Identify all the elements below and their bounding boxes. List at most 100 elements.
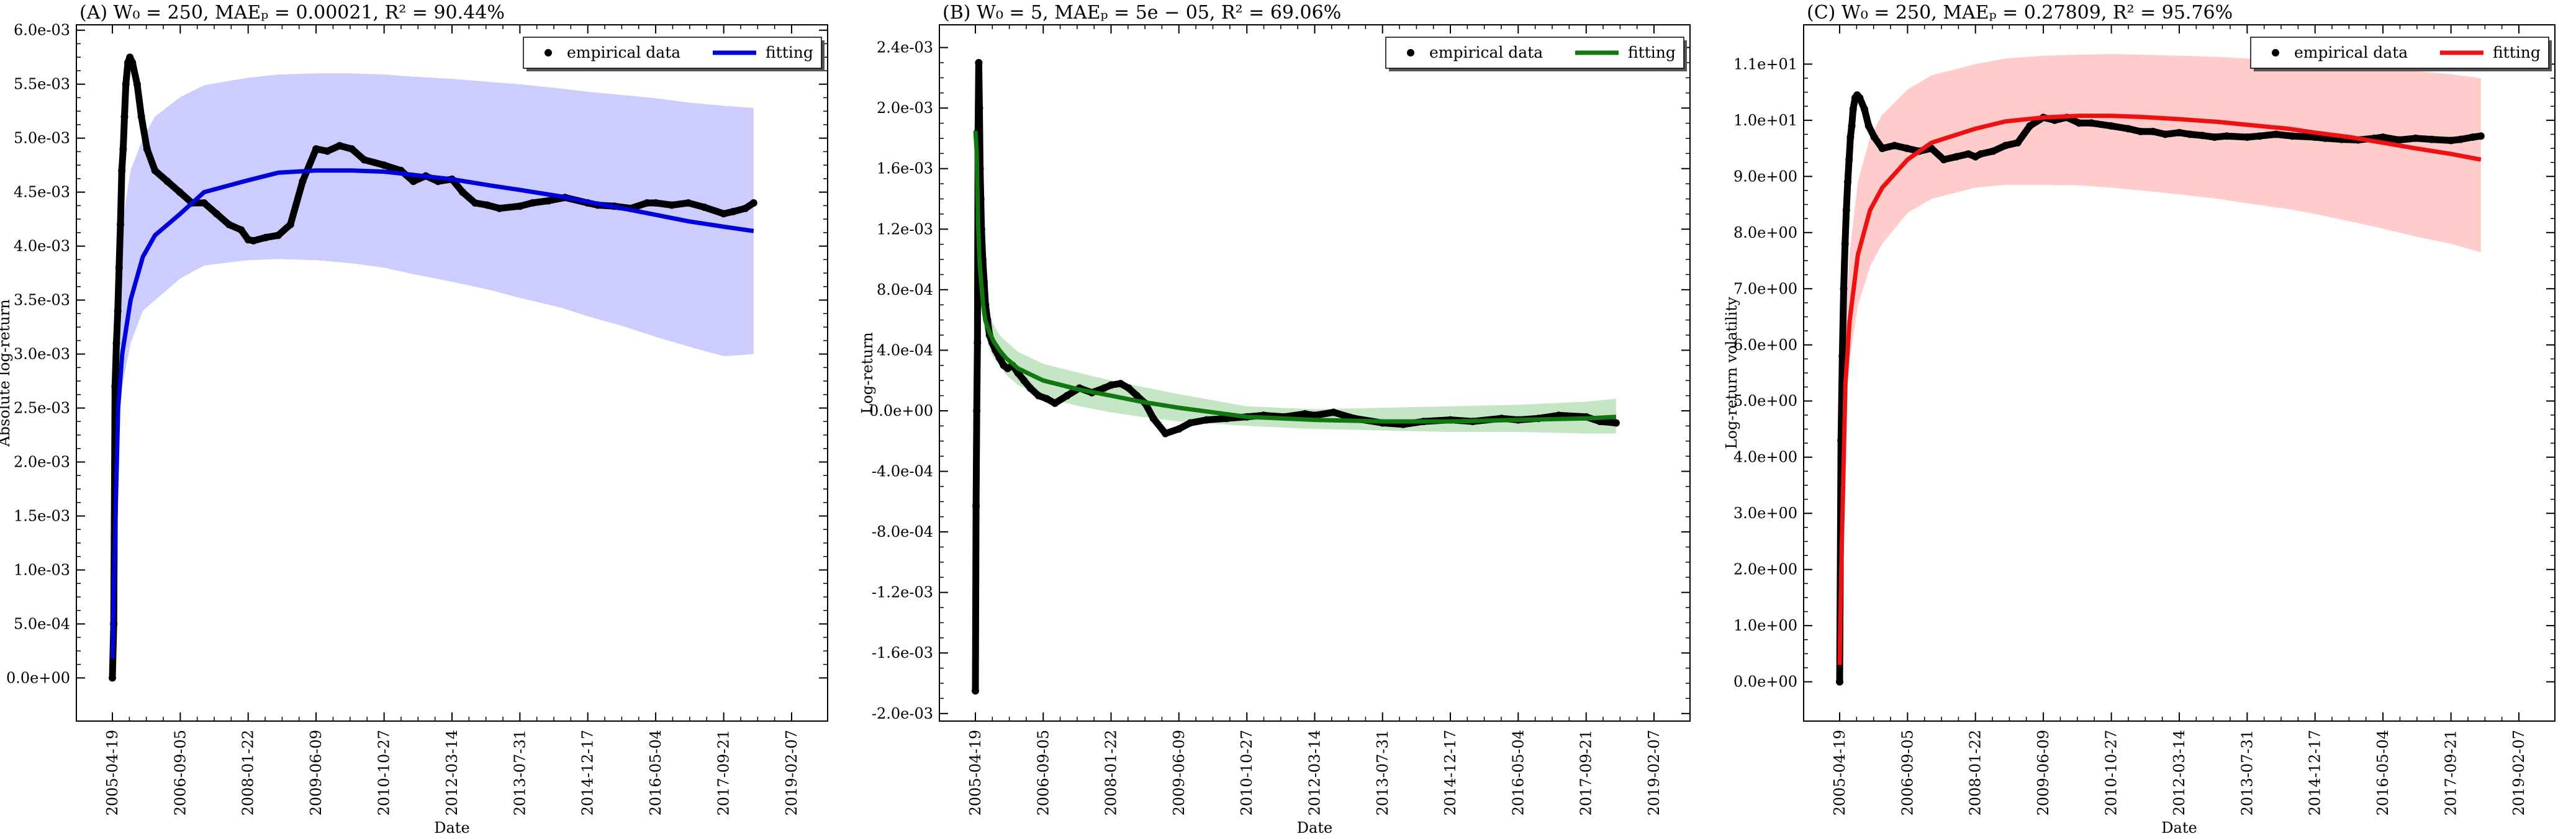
y-tick-label: 5.0e-04: [14, 615, 70, 632]
empirical-point: [1856, 94, 1864, 102]
empirical-point: [1838, 352, 1846, 360]
empirical-point: [323, 147, 332, 155]
empirical-point: [972, 687, 979, 695]
empirical-point: [1864, 122, 1873, 130]
x-tick-label: 2005-04-19: [967, 730, 984, 815]
x-tick-label: 2006-09-05: [171, 730, 189, 815]
x-tick-label: 2017-09-21: [2443, 730, 2460, 815]
fit-line: [110, 168, 754, 659]
empirical-point: [1020, 377, 1028, 385]
empirical-point: [1186, 419, 1194, 427]
empirical-point: [111, 382, 119, 390]
x-tick-label: 2014-12-17: [1442, 730, 1459, 815]
empirical-point: [409, 177, 417, 186]
x-tick-label: 2017-09-21: [715, 730, 733, 815]
empirical-point: [225, 220, 233, 228]
y-axis-label: Absolute log-return: [0, 299, 13, 447]
chart-panel-1: -2.0e-03 -1.6e-03 -1.2e-03 -8.0e-04 -4.0e-04…: [859, 2, 1691, 837]
empirical-point: [1026, 384, 1034, 392]
empirical-point: [312, 145, 320, 153]
legend-box: [523, 37, 822, 69]
y-tick-label: 5.5e-03: [14, 76, 70, 93]
empirical-point: [1860, 105, 1868, 113]
y-tick-label: 8.0e-04: [877, 281, 933, 298]
empirical-point: [1149, 415, 1157, 423]
x-tick-label: 2014-12-17: [579, 730, 597, 815]
legend-fit-label: fitting: [766, 43, 813, 61]
y-tick-label: 4.0e+00: [1733, 449, 1797, 466]
empirical-point: [129, 58, 137, 66]
empirical-point: [975, 104, 983, 112]
y-tick-label: 1.5e-03: [14, 507, 70, 524]
empirical-point: [112, 339, 120, 348]
empirical-point: [516, 202, 524, 210]
legend-empirical-marker: [2272, 49, 2279, 56]
legend-fit-label: fitting: [2493, 43, 2541, 61]
empirical-point: [1841, 240, 1849, 248]
empirical-point: [1836, 678, 1843, 686]
x-tick-label: 2014-12-17: [2307, 730, 2324, 815]
x-tick-label: 2016-05-04: [1509, 730, 1527, 815]
empirical-point: [2136, 127, 2144, 135]
empirical-point: [684, 199, 692, 207]
empirical-point: [1891, 141, 1899, 150]
empirical-point: [117, 220, 124, 228]
y-tick-label: 1.6e-03: [877, 160, 933, 177]
empirical-point: [212, 210, 220, 218]
empirical-point: [1063, 392, 1071, 400]
empirical-point: [2199, 132, 2207, 140]
empirical-point: [700, 204, 708, 211]
y-tick-label: 2.4e-03: [877, 39, 933, 56]
x-tick-label: 2006-09-05: [1899, 730, 1916, 815]
fit-line: [973, 130, 1617, 424]
empirical-point: [274, 231, 282, 240]
y-tick-label: 4.5e-03: [14, 184, 70, 201]
y-tick-label: 4.0e-04: [877, 341, 933, 359]
empirical-point: [2321, 134, 2329, 142]
empirical-point: [1964, 150, 1973, 158]
y-tick-label: 0.0e+00: [869, 402, 933, 420]
x-tick-label: 2005-04-19: [104, 730, 121, 815]
empirical-point: [1107, 381, 1115, 389]
empirical-point: [1329, 408, 1337, 416]
empirical-point: [668, 201, 676, 209]
y-tick-label: 1.0e-03: [14, 561, 70, 578]
empirical-point: [2176, 128, 2183, 137]
legend-box: [1385, 37, 1684, 69]
empirical-point: [1203, 416, 1211, 424]
empirical-point: [2379, 133, 2387, 141]
empirical-point: [1977, 150, 1985, 158]
y-tick-label: 2.0e-03: [14, 454, 70, 471]
y-tick-label: 3.0e+00: [1733, 505, 1797, 522]
legend-empirical-label: empirical data: [567, 43, 680, 61]
empirical-point: [163, 177, 171, 186]
x-tick-label: 2009-06-09: [1170, 730, 1188, 815]
empirical-point: [2243, 133, 2251, 141]
empirical-point: [360, 156, 368, 164]
empirical-point: [1878, 145, 1886, 153]
y-tick-label: 1.1e+01: [1733, 55, 1797, 73]
x-tick-label: 2010-10-27: [376, 730, 393, 815]
y-tick-label: 1.0e+01: [1733, 112, 1797, 129]
empirical-point: [2002, 141, 2010, 150]
empirical-point: [2186, 130, 2194, 138]
legend-box: [2250, 37, 2549, 69]
x-tick-label: 2009-06-09: [307, 730, 325, 815]
empirical-point: [1034, 392, 1042, 400]
empirical-point: [2457, 135, 2464, 143]
y-tick-label: 9.0e+00: [1733, 168, 1797, 185]
empirical-point: [1952, 153, 1960, 161]
x-axis-label: Date: [434, 819, 469, 837]
empirical-point: [1042, 395, 1051, 403]
y-tick-label: 0.0e+00: [6, 669, 70, 686]
empirical-point: [2075, 119, 2083, 127]
empirical-point: [262, 233, 270, 241]
x-tick-label: 2012-03-14: [2171, 730, 2188, 815]
y-tick-label: -2.0e-03: [872, 705, 933, 722]
empirical-point: [459, 188, 467, 196]
empirical-point: [122, 80, 130, 88]
legend-fit-label: fitting: [1628, 43, 1676, 61]
confidence-band: [112, 73, 754, 659]
empirical-point: [730, 207, 737, 215]
empirical-point: [1870, 133, 1878, 141]
